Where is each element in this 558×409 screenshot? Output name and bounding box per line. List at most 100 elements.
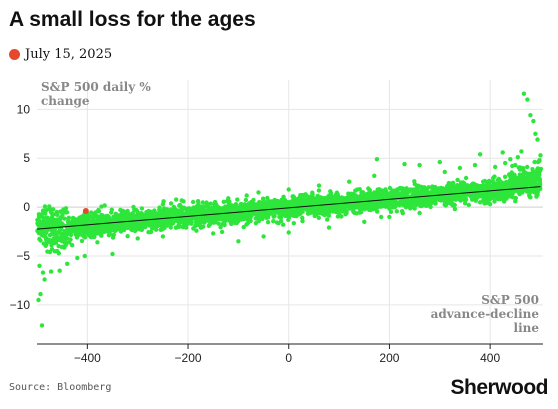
data-point [58, 235, 64, 240]
data-point [528, 195, 533, 200]
data-point [531, 118, 536, 124]
data-point [326, 198, 331, 204]
data-point [44, 208, 49, 213]
data-point [432, 198, 437, 203]
data-point [421, 201, 427, 206]
data-point [448, 188, 453, 193]
data-point [49, 247, 55, 252]
data-point [182, 218, 187, 223]
data-point [377, 187, 382, 192]
data-point [330, 197, 335, 202]
data-point [272, 203, 278, 208]
data-point [44, 219, 50, 224]
data-point [165, 212, 171, 217]
data-point [307, 208, 313, 213]
data-point [415, 187, 420, 192]
data-point [523, 175, 529, 181]
data-point [463, 175, 469, 181]
data-point [197, 215, 202, 220]
data-point [216, 221, 221, 226]
data-point [437, 159, 442, 165]
data-point [241, 207, 246, 212]
y-tick-label: −5 [16, 249, 30, 263]
data-point [424, 188, 429, 194]
data-point [162, 206, 167, 211]
data-point [80, 215, 85, 221]
data-point [104, 224, 110, 229]
data-point [180, 224, 185, 230]
data-point [264, 203, 269, 209]
data-point [73, 227, 78, 232]
data-point [193, 223, 198, 229]
data-point [344, 210, 349, 216]
data-point [130, 211, 135, 216]
data-point [532, 159, 537, 165]
data-point [454, 184, 459, 189]
data-point [206, 206, 211, 211]
data-point [490, 193, 496, 198]
data-point [528, 189, 534, 194]
data-point [355, 194, 360, 200]
data-point [102, 203, 107, 208]
data-point [516, 165, 521, 170]
data-point [39, 212, 45, 217]
data-point [58, 215, 63, 220]
data-point [315, 206, 321, 211]
data-point [496, 192, 501, 197]
data-point [244, 222, 249, 227]
source-note: Source: Bloomberg [9, 382, 112, 393]
data-point [463, 197, 469, 202]
data-point [510, 183, 516, 189]
data-point [279, 199, 284, 204]
data-point [379, 201, 384, 206]
data-point [95, 240, 100, 245]
data-point [240, 202, 245, 208]
data-point [184, 208, 189, 213]
legend-label: July 15, 2025 [25, 47, 113, 62]
data-point [137, 226, 142, 231]
data-point [383, 192, 388, 197]
data-point [477, 152, 483, 157]
data-point [287, 210, 292, 215]
data-point [47, 233, 53, 238]
data-point [157, 205, 162, 210]
data-point [417, 162, 422, 168]
data-point [301, 196, 306, 202]
data-point [73, 217, 79, 222]
data-point [168, 201, 174, 206]
data-point [535, 159, 541, 165]
data-point [121, 227, 127, 233]
data-point [270, 209, 275, 214]
data-point [303, 201, 308, 206]
x-tick-label: −200 [175, 351, 202, 365]
data-point [444, 192, 450, 198]
data-point [78, 224, 84, 229]
data-point [373, 192, 379, 198]
data-point [374, 157, 380, 162]
data-point [503, 160, 508, 166]
data-point [487, 202, 493, 207]
data-point [42, 233, 47, 238]
data-point [234, 220, 239, 226]
data-point [525, 97, 530, 102]
data-point [120, 214, 125, 219]
data-point [266, 215, 271, 220]
data-point [305, 197, 310, 203]
data-point [219, 229, 225, 235]
data-point [244, 203, 249, 208]
data-point [114, 226, 120, 231]
data-point [53, 212, 58, 217]
data-point [157, 217, 163, 222]
data-point [447, 181, 453, 186]
data-point [496, 195, 501, 201]
data-point [223, 204, 228, 209]
data-point [65, 261, 70, 266]
data-point [37, 263, 42, 268]
data-point [508, 173, 513, 179]
data-point [519, 149, 524, 154]
data-point [120, 208, 126, 213]
data-point [456, 187, 462, 192]
data-point [195, 205, 200, 211]
data-point [62, 216, 67, 221]
data-point [298, 202, 303, 208]
